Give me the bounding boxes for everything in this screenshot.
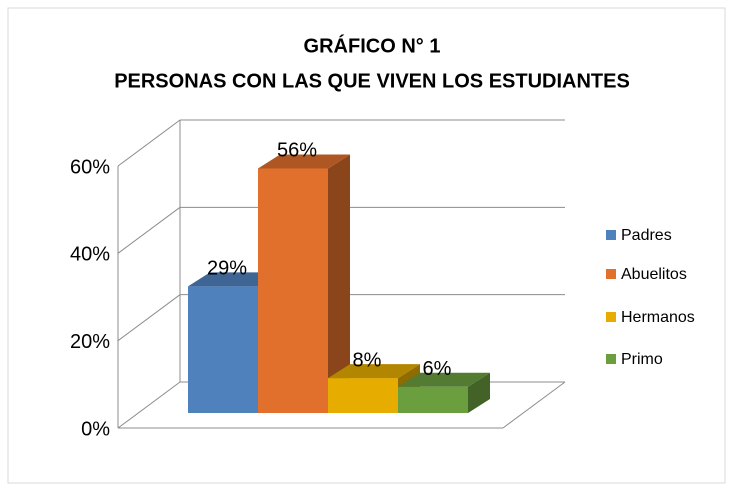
value-label: 8% — [353, 349, 382, 371]
legend-swatch — [606, 312, 616, 322]
bar — [328, 378, 398, 413]
bar-top — [398, 372, 490, 387]
y-tick-label: 60% — [70, 156, 110, 178]
bar — [258, 168, 328, 413]
grid-line-side — [117, 294, 181, 342]
y-tick-label: 40% — [70, 244, 110, 266]
grid-line-side — [117, 381, 181, 429]
grid-line-side — [117, 206, 181, 254]
legend-label: Abuelitos — [621, 266, 687, 283]
bar-top — [188, 272, 280, 287]
legend-swatch — [606, 354, 616, 364]
legend-swatch — [606, 230, 616, 240]
y-tick-label: 0% — [81, 418, 110, 440]
legend-label: Primo — [621, 351, 663, 368]
bar-side — [468, 372, 490, 413]
chart-title: GRÁFICO N° 1 — [304, 34, 441, 57]
value-label: 56% — [277, 140, 317, 162]
bar-top — [328, 364, 420, 379]
bar — [188, 286, 258, 413]
chart-subtitle: PERSONAS CON LAS QUE VIVEN LOS ESTUDIANT… — [114, 70, 630, 92]
legend-label: Hermanos — [621, 309, 695, 326]
value-label: 29% — [207, 258, 247, 280]
bar-side — [328, 154, 350, 413]
grid-line-side — [117, 119, 181, 167]
bar-top — [258, 154, 350, 169]
y-tick-label: 20% — [70, 331, 110, 353]
floor-right — [502, 381, 566, 429]
bar — [398, 386, 468, 413]
value-label: 6% — [423, 358, 452, 380]
legend-swatch — [606, 269, 616, 279]
legend-label: Padres — [621, 227, 672, 244]
